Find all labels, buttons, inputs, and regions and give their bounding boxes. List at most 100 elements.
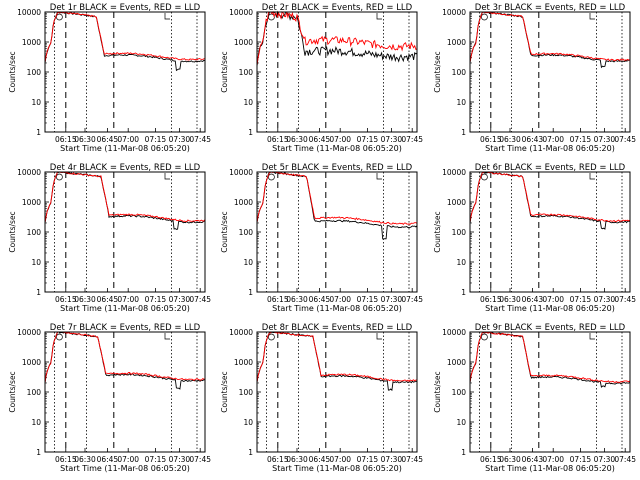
x-tick-label: 07:30 <box>169 295 191 304</box>
y-tick-label: 1000 <box>447 38 466 47</box>
x-tick-label: 07:30 <box>169 135 191 144</box>
x-tick-label: 07:15 <box>357 135 379 144</box>
y-axis-label: Counts/sec <box>433 211 442 252</box>
y-tick-label: 10 <box>243 98 253 107</box>
x-axis-label: Start Time (11-Mar-08 06:05:20) <box>272 304 402 313</box>
x-tick-label: 07:15 <box>570 295 592 304</box>
y-tick-label: 10000 <box>17 168 41 177</box>
y-tick-label: 10000 <box>442 328 466 337</box>
x-tick-label: 07:30 <box>381 135 403 144</box>
y-tick-label: 10 <box>243 258 253 267</box>
marker-bracket <box>164 13 170 20</box>
x-tick-label: 07:00 <box>117 455 139 464</box>
x-tick-label: 07:30 <box>169 455 191 464</box>
x-tick-label: 06:15 <box>55 295 77 304</box>
y-tick-label: 1000 <box>22 38 41 47</box>
series-events-line <box>44 11 206 72</box>
marker-bracket <box>589 13 595 20</box>
x-tick-label: 07:45 <box>401 295 423 304</box>
x-tick-label: 07:00 <box>117 295 139 304</box>
series-lld-line <box>44 171 206 223</box>
x-tick-label: 07:30 <box>381 295 403 304</box>
y-tick-label: 10000 <box>17 328 41 337</box>
y-tick-label: 1000 <box>234 358 253 367</box>
y-axis-label: Counts/sec <box>220 211 229 252</box>
x-tick-label: 07:45 <box>401 135 423 144</box>
panel-title: Det 2r BLACK = Events, RED = LLD <box>262 3 413 13</box>
y-axis-label: Counts/sec <box>220 371 229 412</box>
y-tick-label: 1000 <box>234 38 253 47</box>
x-tick-label: 06:15 <box>55 455 77 464</box>
y-tick-label: 10 <box>31 98 41 107</box>
y-tick-label: 100 <box>452 388 467 397</box>
x-tick-label: 07:00 <box>117 135 139 144</box>
x-tick-label: 07:45 <box>189 455 211 464</box>
marker-circle <box>56 173 63 181</box>
panel-title: Det 8r BLACK = Events, RED = LLD <box>262 323 413 333</box>
x-tick-label: 06:45 <box>97 455 119 464</box>
y-tick-label: 1 <box>36 128 41 137</box>
plot-frame <box>256 171 418 293</box>
panel-title: Det 1r BLACK = Events, RED = LLD <box>50 3 201 13</box>
x-tick-label: 06:30 <box>74 455 96 464</box>
y-tick-label: 1000 <box>447 198 466 207</box>
series-lld-line <box>469 171 631 223</box>
x-tick-label: 06:30 <box>286 295 308 304</box>
y-tick-label: 10000 <box>17 8 41 17</box>
series-lld-line <box>44 11 206 63</box>
x-tick-label: 07:00 <box>329 455 351 464</box>
x-tick-label: 06:43 <box>522 295 544 304</box>
x-axis-label: Start Time (11-Mar-08 06:05:20) <box>60 304 190 313</box>
y-tick-label: 100 <box>239 388 254 397</box>
x-axis-label: Start Time (11-Mar-08 06:05:20) <box>272 464 402 473</box>
x-tick-label: 07:15 <box>570 135 592 144</box>
y-tick-label: 10000 <box>442 8 466 17</box>
y-tick-label: 1000 <box>22 198 41 207</box>
x-tick-label: 06:45 <box>97 295 119 304</box>
panel-title: Det 4r BLACK = Events, RED = LLD <box>50 163 201 173</box>
plot-frame <box>44 171 206 293</box>
y-tick-label: 1 <box>248 448 253 457</box>
x-tick-label: 07:00 <box>329 295 351 304</box>
x-axis-label: Start Time (11-Mar-08 06:05:20) <box>272 144 402 153</box>
chart-panel-6: Det 6r BLACK = Events, RED = LLD 1 10 100 10… <box>433 163 636 313</box>
x-axis-label: Start Time (11-Mar-08 06:05:20) <box>485 144 615 153</box>
x-tick-label: 06:45 <box>97 135 119 144</box>
series-lld-line <box>44 331 206 384</box>
x-tick-label: 07:45 <box>614 135 636 144</box>
series-events-line <box>44 331 206 390</box>
marker-bracket <box>376 13 382 20</box>
x-axis-label: Start Time (11-Mar-08 06:05:20) <box>485 464 615 473</box>
marker-bracket <box>376 173 382 180</box>
panel-title: Det 7r BLACK = Events, RED = LLD <box>50 323 201 333</box>
plot-frame <box>256 11 418 133</box>
chart-panel-7: Det 7r BLACK = Events, RED = LLD 1 10 100 10… <box>8 323 211 473</box>
y-tick-label: 1000 <box>22 358 41 367</box>
x-tick-label: 06:45 <box>309 135 331 144</box>
x-tick-label: 07:00 <box>542 455 564 464</box>
x-tick-label: 06:30 <box>74 135 96 144</box>
y-axis-label: Counts/sec <box>220 51 229 92</box>
series-events-line <box>469 11 631 69</box>
x-tick-label: 06:45 <box>309 455 331 464</box>
y-tick-label: 100 <box>239 68 254 77</box>
x-tick-label: 07:45 <box>614 455 636 464</box>
x-tick-label: 07:45 <box>189 295 211 304</box>
marker-circle <box>481 13 488 21</box>
x-axis-label: Start Time (11-Mar-08 06:05:20) <box>60 144 190 153</box>
chart-panel-4: Det 4r BLACK = Events, RED = LLD 1 10 100 10… <box>8 163 211 313</box>
panel-title: Det 5r BLACK = Events, RED = LLD <box>262 163 413 173</box>
y-tick-label: 1 <box>248 128 253 137</box>
y-tick-label: 10000 <box>229 8 253 17</box>
x-tick-label: 07:15 <box>145 295 167 304</box>
x-tick-label: 07:30 <box>594 455 616 464</box>
plot-frame <box>469 11 631 133</box>
x-tick-label: 07:45 <box>614 295 636 304</box>
chart-panel-2: Det 2r BLACK = Events, RED = LLD 1 10 100 10… <box>220 3 423 153</box>
series-events-line <box>256 171 418 240</box>
chart-panel-1: Det 1r BLACK = Events, RED = LLD 1 10 100 10… <box>8 3 211 153</box>
plot-frame <box>44 11 206 133</box>
x-tick-label: 07:00 <box>542 295 564 304</box>
x-tick-label: 06:30 <box>286 135 308 144</box>
